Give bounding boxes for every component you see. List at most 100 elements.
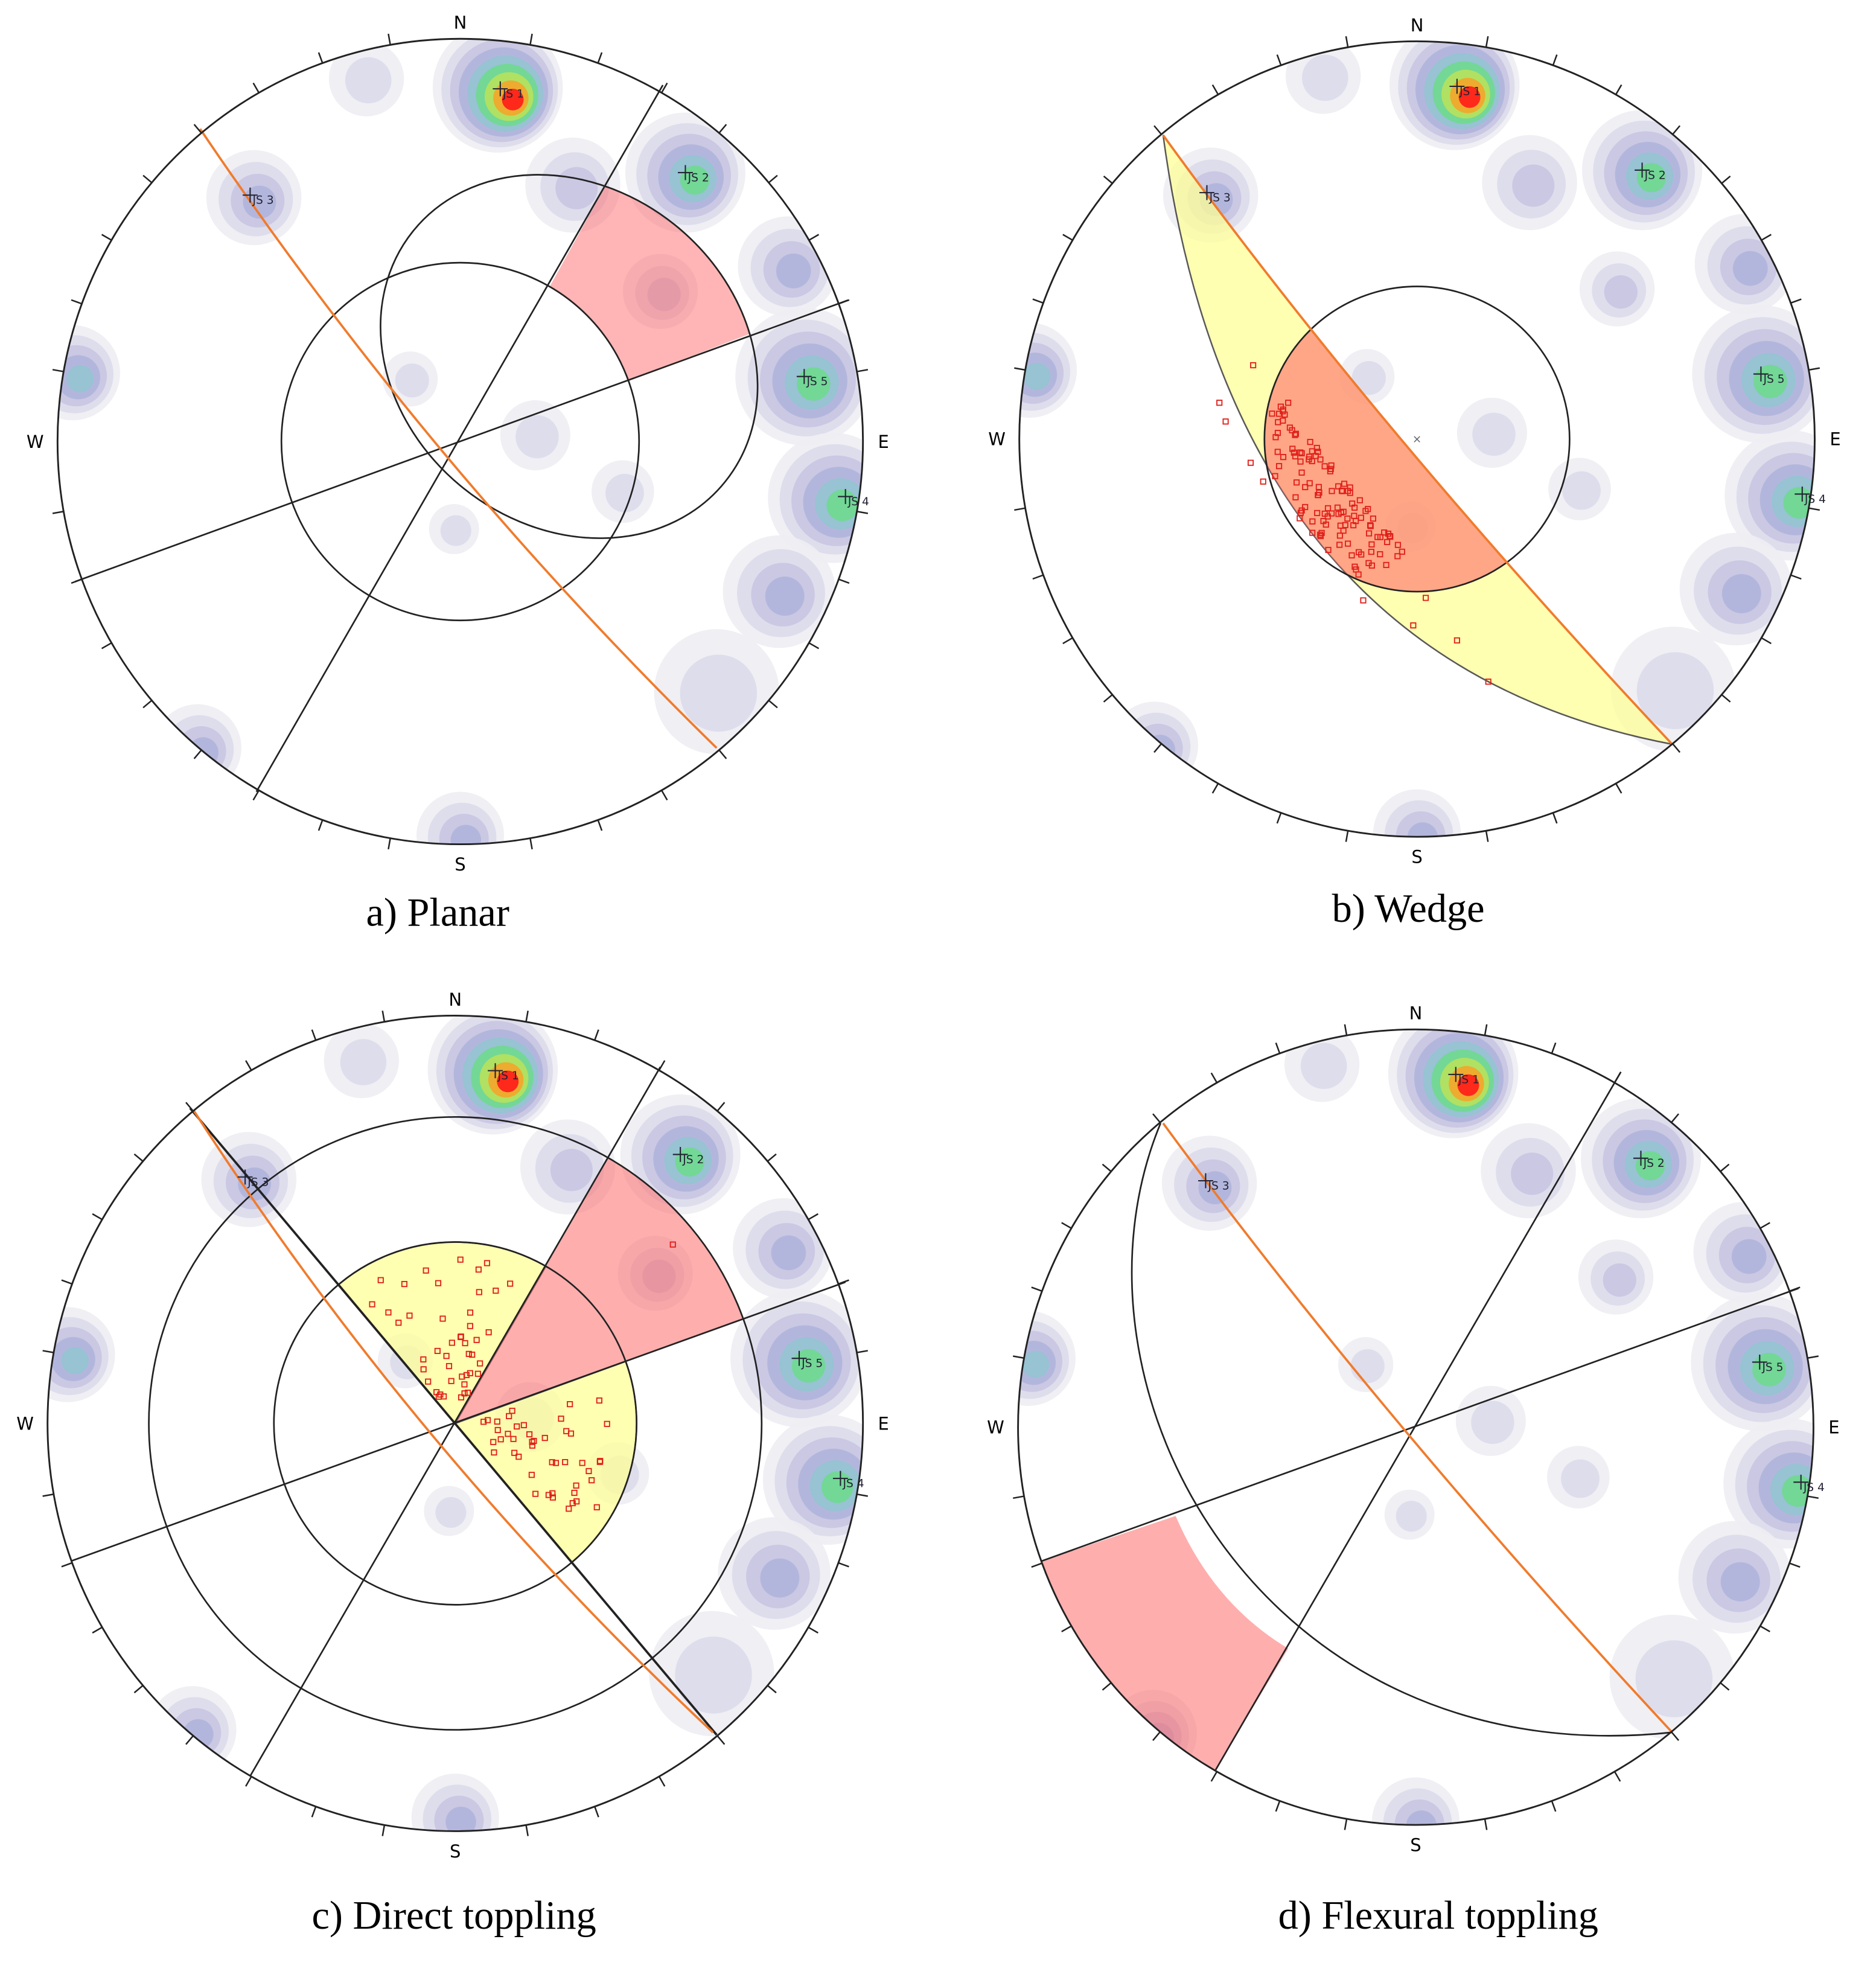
- pole-point: [494, 1426, 501, 1434]
- contour: [183, 1719, 214, 1750]
- tick: [768, 174, 778, 184]
- contour: [1511, 1152, 1554, 1195]
- pole-point: [467, 1323, 473, 1329]
- tick: [1031, 1562, 1042, 1568]
- tick: [1275, 1800, 1281, 1812]
- pole-point: [1292, 494, 1299, 500]
- pole-point: [1325, 546, 1332, 554]
- pole-cross: [791, 1350, 807, 1366]
- pole-point: [1365, 530, 1373, 537]
- contour: [345, 57, 392, 104]
- tick: [1484, 1818, 1488, 1830]
- friction-cone: [273, 1241, 637, 1606]
- joint-set-label: JS 3: [252, 194, 274, 207]
- tick: [92, 1626, 103, 1634]
- contour: [675, 1637, 752, 1714]
- pole-point: [1355, 549, 1362, 555]
- pole-point: [558, 1416, 564, 1422]
- pole-point: [1306, 480, 1313, 487]
- tick: [716, 1102, 726, 1112]
- pole-point: [448, 1378, 455, 1384]
- pole-point: [597, 1458, 604, 1464]
- pole-cross: [796, 369, 812, 385]
- pole-point: [406, 1312, 413, 1319]
- tick: [1061, 1625, 1072, 1633]
- contour: [243, 185, 276, 219]
- joint-set-label: JS 1: [1458, 1073, 1479, 1086]
- pole-point: [467, 1370, 473, 1376]
- pole-point: [425, 1378, 432, 1385]
- contour: [1731, 1239, 1767, 1274]
- density-contours: [57, 39, 863, 845]
- tick: [1062, 234, 1073, 241]
- pole-point: [464, 1390, 471, 1396]
- tick: [193, 124, 202, 134]
- direction-label: N: [448, 989, 462, 1010]
- tick: [768, 700, 778, 709]
- failure-zone: [549, 186, 750, 381]
- pole-point: [474, 1370, 481, 1377]
- contour: [1603, 1263, 1636, 1297]
- pole-point: [1297, 449, 1304, 456]
- pole-point: [549, 1490, 556, 1496]
- contour: [822, 1471, 853, 1503]
- density-contours: [1019, 41, 1815, 837]
- density-contours: [47, 1015, 863, 1832]
- tick: [1615, 783, 1622, 794]
- intersections: [369, 1241, 676, 1512]
- pole-point: [437, 1391, 444, 1398]
- tick: [1210, 1771, 1218, 1782]
- tick: [838, 578, 850, 584]
- tick: [767, 1685, 777, 1694]
- daylight-envelope: [380, 174, 759, 539]
- primitive-circle: [56, 37, 864, 846]
- pole-cross: [488, 1063, 503, 1079]
- tick: [1721, 175, 1731, 184]
- direction-label: N: [1409, 1003, 1423, 1024]
- pole-point: [532, 1490, 539, 1497]
- pole-point: [1297, 509, 1304, 516]
- pole-point: [1367, 522, 1374, 529]
- pole-point: [573, 1498, 580, 1505]
- tick: [1485, 36, 1489, 48]
- tick: [92, 1213, 103, 1221]
- pole-point: [1340, 508, 1347, 515]
- pole-point: [529, 1442, 535, 1449]
- pole-point: [515, 1454, 522, 1460]
- tick: [61, 1562, 72, 1568]
- contour: [771, 1235, 806, 1271]
- pole-point: [369, 1301, 375, 1308]
- pole-cross: [1633, 1151, 1648, 1166]
- pole-cross: [1448, 1067, 1464, 1082]
- tick: [1344, 1818, 1348, 1830]
- tick: [71, 299, 82, 305]
- contour: [1561, 1459, 1600, 1498]
- pole-point: [1275, 463, 1283, 470]
- slip-limit: [148, 1116, 763, 1731]
- pole-point: [1355, 571, 1362, 578]
- tick: [1276, 54, 1282, 66]
- tick: [1790, 574, 1802, 580]
- pole-point: [545, 1492, 552, 1498]
- tick: [252, 82, 260, 94]
- contour: [1732, 251, 1768, 286]
- tick: [1275, 1043, 1281, 1054]
- contour: [760, 1558, 800, 1598]
- pole-point: [596, 1397, 602, 1404]
- contour: [395, 363, 429, 398]
- tick: [1807, 1495, 1819, 1499]
- pole-point: [1318, 529, 1325, 536]
- pole-point: [1274, 449, 1281, 455]
- contour: [1471, 1400, 1514, 1444]
- tick: [101, 642, 112, 650]
- pole-cross: [1449, 78, 1465, 94]
- pole-point: [552, 1460, 560, 1466]
- contour: [1472, 412, 1516, 456]
- tick: [1760, 1625, 1770, 1633]
- contour: [66, 365, 94, 392]
- pole-point: [1423, 595, 1429, 601]
- contour: [1457, 1074, 1479, 1096]
- pole-point: [1280, 454, 1287, 461]
